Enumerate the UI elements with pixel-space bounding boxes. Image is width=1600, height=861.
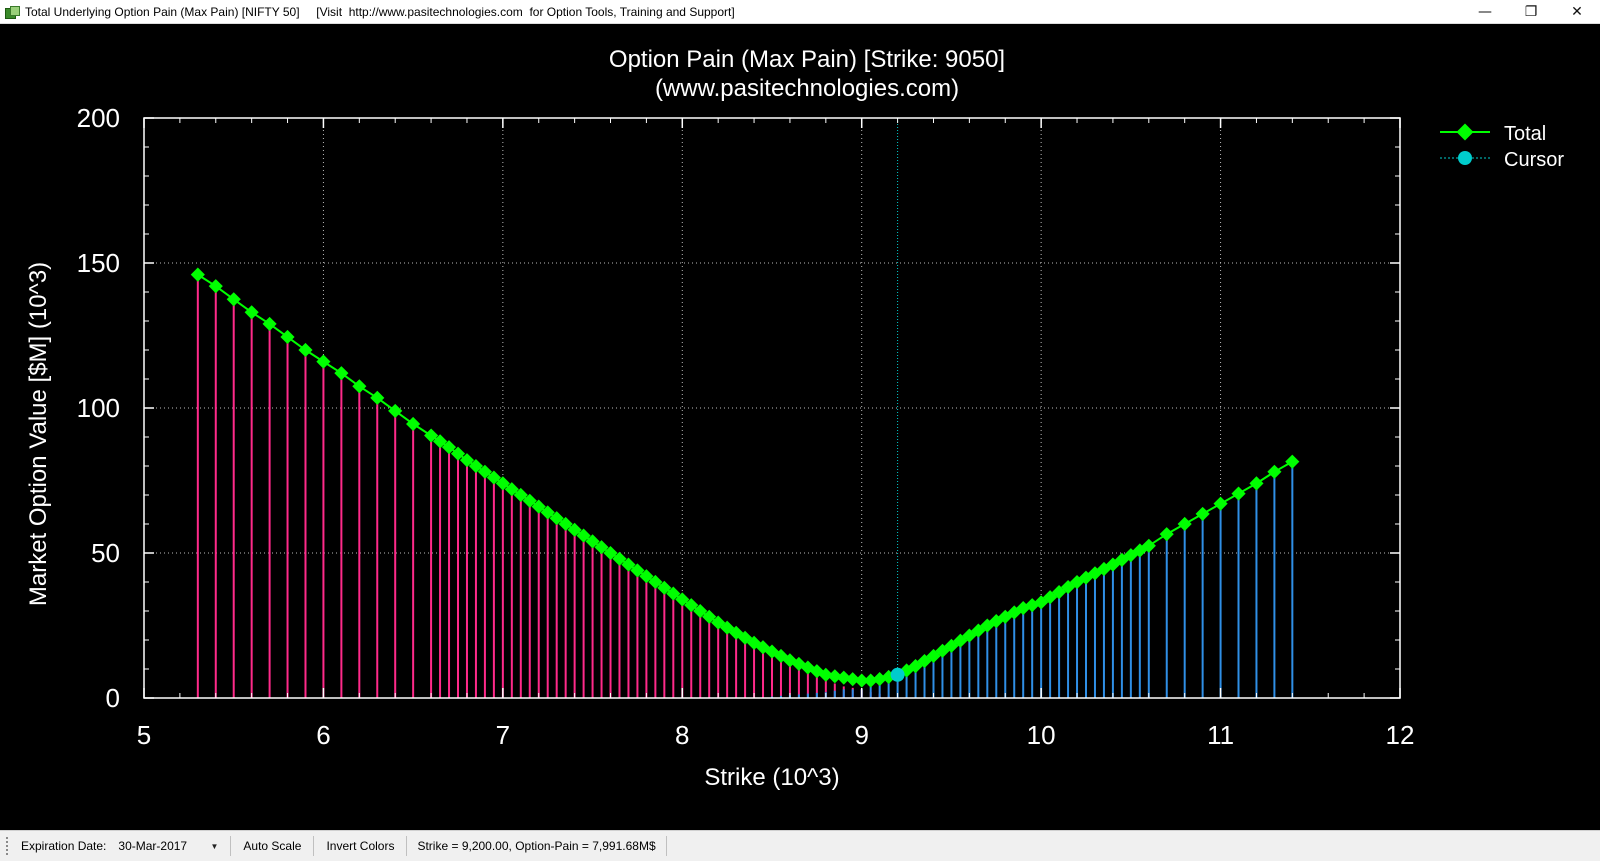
- chart-area[interactable]: Option Pain (Max Pain) [Strike: 9050] (w…: [0, 24, 1600, 830]
- status-bar: Expiration Date: 30-Mar-2017 ▼ Auto Scal…: [0, 830, 1600, 861]
- chart-background: [0, 24, 1600, 830]
- auto-scale-button[interactable]: Auto Scale: [243, 839, 302, 853]
- total-point: [836, 670, 851, 685]
- app-icon: [5, 5, 20, 19]
- separator: [665, 836, 667, 856]
- total-point: [513, 487, 528, 503]
- total-point: [845, 672, 860, 687]
- y-tick-label: 150: [77, 248, 120, 278]
- total-point: [854, 673, 869, 688]
- window-controls: — ❐ ✕: [1462, 0, 1600, 23]
- minimize-button[interactable]: —: [1478, 3, 1492, 20]
- x-tick-label: 5: [137, 720, 151, 750]
- x-tick-label: 10: [1027, 720, 1056, 750]
- total-point: [298, 342, 313, 358]
- total-point: [522, 493, 537, 508]
- total-point: [863, 673, 878, 688]
- legend-cursor-marker: [1458, 151, 1472, 165]
- y-tick-label: 100: [77, 393, 120, 423]
- cursor-point: [890, 667, 905, 682]
- chart-title: Option Pain (Max Pain) [Strike: 9050]: [609, 46, 1005, 73]
- total-point: [388, 403, 403, 418]
- restore-button[interactable]: ❐: [1524, 3, 1538, 20]
- total-point: [630, 563, 645, 578]
- legend-cursor-label: Cursor: [1504, 149, 1564, 171]
- expiration-label: Expiration Date:: [21, 839, 107, 853]
- window-title: Total Underlying Option Pain (Max Pain) …: [25, 4, 735, 19]
- y-axis-label: Market Option Value [$M] (10^3): [25, 262, 52, 606]
- cursor-readout: Strike = 9,200.00, Option-Pain = 7,991.6…: [417, 839, 656, 853]
- total-point: [244, 305, 259, 320]
- total-point: [585, 534, 600, 549]
- total-point: [693, 603, 708, 619]
- total-point: [603, 545, 618, 561]
- chevron-down-icon[interactable]: ▼: [210, 841, 219, 851]
- chart-subtitle: (www.pasitechnologies.com): [655, 75, 959, 102]
- total-point: [262, 316, 277, 331]
- total-point: [504, 482, 519, 497]
- total-point: [818, 667, 833, 682]
- grid-lines: [144, 118, 1400, 698]
- axes: 5 6 7 8 9 10 11 12 0 50 100 150 200: [77, 103, 1415, 750]
- total-point: [441, 440, 457, 455]
- total-point: [666, 586, 681, 601]
- total-point: [486, 470, 501, 485]
- total-point: [370, 390, 385, 405]
- separator: [313, 836, 315, 856]
- total-point: [208, 279, 223, 294]
- separator: [406, 836, 408, 856]
- expiration-date-value: 30-Mar-2017: [118, 839, 188, 853]
- total-point: [477, 464, 492, 479]
- total-point: [424, 428, 439, 443]
- total-point: [1249, 476, 1264, 491]
- expiration-date-select[interactable]: 30-Mar-2017 ▼: [114, 836, 223, 856]
- total-point: [675, 592, 690, 607]
- separator: [230, 836, 232, 856]
- y-tick-label: 50: [91, 538, 120, 568]
- total-point: [827, 669, 842, 684]
- y-tick-label: 200: [77, 103, 120, 133]
- total-point: [639, 569, 654, 584]
- total-point: [612, 551, 627, 566]
- toolbar-grip-icon[interactable]: [6, 837, 11, 855]
- x-tick-label: 7: [496, 720, 510, 750]
- x-tick-label: 11: [1207, 720, 1234, 750]
- title-bar: Total Underlying Option Pain (Max Pain) …: [0, 0, 1600, 24]
- close-button[interactable]: ✕: [1571, 3, 1583, 20]
- max-pain-chart[interactable]: Option Pain (Max Pain) [Strike: 9050] (w…: [0, 24, 1600, 830]
- invert-colors-button[interactable]: Invert Colors: [326, 839, 395, 853]
- x-tick-label: 12: [1386, 720, 1415, 750]
- x-tick-label: 8: [675, 720, 689, 750]
- total-point: [540, 505, 555, 520]
- total-point: [1267, 464, 1282, 479]
- x-axis-label: Strike (10^3): [704, 764, 839, 791]
- total-point: [1195, 506, 1210, 521]
- x-tick-label: 6: [316, 720, 330, 750]
- legend-total-label: Total: [1504, 123, 1546, 145]
- total-point: [468, 458, 484, 474]
- total-point: [226, 292, 241, 307]
- total-point: [702, 609, 717, 624]
- y-tick-label: 0: [106, 683, 120, 713]
- strike-bars: [196, 274, 1294, 698]
- x-tick-label: 9: [854, 720, 868, 750]
